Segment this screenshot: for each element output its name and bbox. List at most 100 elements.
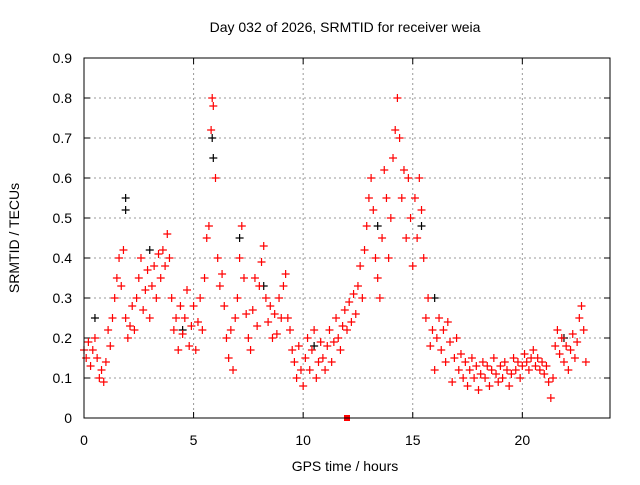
data-point-plus [408,262,417,270]
data-point-plus [325,326,334,334]
data-point-plus [187,322,196,330]
data-point-plus [542,362,551,370]
data-point-plus [303,334,312,342]
data-point-plus [108,314,117,322]
data-point-plus [581,358,590,366]
data-point-plus [456,350,465,358]
data-point-plus [264,318,273,326]
data-point-plus [478,358,487,366]
data-point-plus [520,350,529,358]
data-point-plus [84,338,93,346]
data-point-plus [250,274,259,282]
data-point-plus [378,234,387,242]
data-point-plus [143,266,152,274]
data-point-plus [97,366,106,374]
y-tick-label: 0.4 [53,250,73,266]
data-point-plus [494,378,503,386]
data-point-plus [115,254,124,262]
data-point-plus [443,318,452,326]
data-point-plus [474,386,483,394]
data-point-plus [323,342,332,350]
data-point-plus [454,366,463,374]
data-point-plus [255,282,264,290]
data-points [80,94,590,421]
data-point-plus [121,206,130,214]
data-point-plus [463,382,472,390]
data-point-plus [375,294,384,302]
data-point-plus [152,294,161,302]
data-point-plus [183,286,192,294]
grid [84,58,610,418]
data-point-plus [128,302,137,310]
data-point-plus [406,214,415,222]
data-point-plus [559,358,568,366]
data-point-plus [502,366,511,374]
data-point-plus [82,354,91,362]
data-point-plus [450,354,459,362]
data-point-plus [562,342,571,350]
data-point-plus [261,294,270,302]
data-point-plus [389,154,398,162]
data-point-plus [573,338,582,346]
data-point-plus [266,302,275,310]
data-point-plus [229,366,238,374]
data-point-plus [428,326,437,334]
data-point-plus [470,374,479,382]
data-point-plus [292,374,301,382]
data-point-plus [301,354,310,362]
data-point-plus [432,334,441,342]
data-point-plus [150,262,159,270]
data-point-plus [196,294,205,302]
x-tick-label: 0 [80,432,88,448]
data-point-plus [441,358,450,366]
data-point-plus [413,234,422,242]
data-point-plus [492,370,501,378]
data-point-plus [487,366,496,374]
data-point-plus [209,154,218,162]
data-point-plus [220,302,229,310]
data-point-plus [364,194,373,202]
data-point-plus [329,338,338,346]
data-point-plus [185,342,194,350]
y-tick-label: 0.5 [53,210,73,226]
data-point-plus [419,254,428,262]
data-point-plus [338,322,347,330]
data-point-plus [123,334,132,342]
data-point-plus [345,298,354,306]
data-point-plus [577,302,586,310]
data-point-plus [476,370,485,378]
data-point-plus [435,314,444,322]
data-point-plus [524,366,533,374]
data-point-plus [461,358,470,366]
data-point-plus [540,370,549,378]
data-point-plus [136,254,145,262]
data-point-plus [198,326,207,334]
data-point-plus [327,358,336,366]
data-point-plus [507,370,516,378]
data-point-plus [516,374,525,382]
data-point-plus [167,294,176,302]
y-tick-label: 0 [64,410,72,426]
data-point-plus [176,302,185,310]
data-point-plus [239,274,248,282]
data-point-plus [415,174,424,182]
data-point-plus [570,354,579,362]
data-point-plus [121,314,130,322]
data-point-plus [99,378,108,386]
data-point-plus [564,366,573,374]
data-point-plus [575,314,584,322]
data-point-plus [465,366,474,374]
data-point-plus [200,274,209,282]
data-point-plus [553,326,562,334]
data-point-plus [112,274,121,282]
data-point-plus [362,222,371,230]
data-point-plus [417,206,426,214]
data-point-plus [334,334,343,342]
data-point-plus [356,262,365,270]
data-point-plus [343,326,351,334]
data-point-plus [279,282,288,290]
data-point-plus [316,338,325,346]
data-point-plus [253,322,262,330]
data-point-plus [452,334,461,342]
